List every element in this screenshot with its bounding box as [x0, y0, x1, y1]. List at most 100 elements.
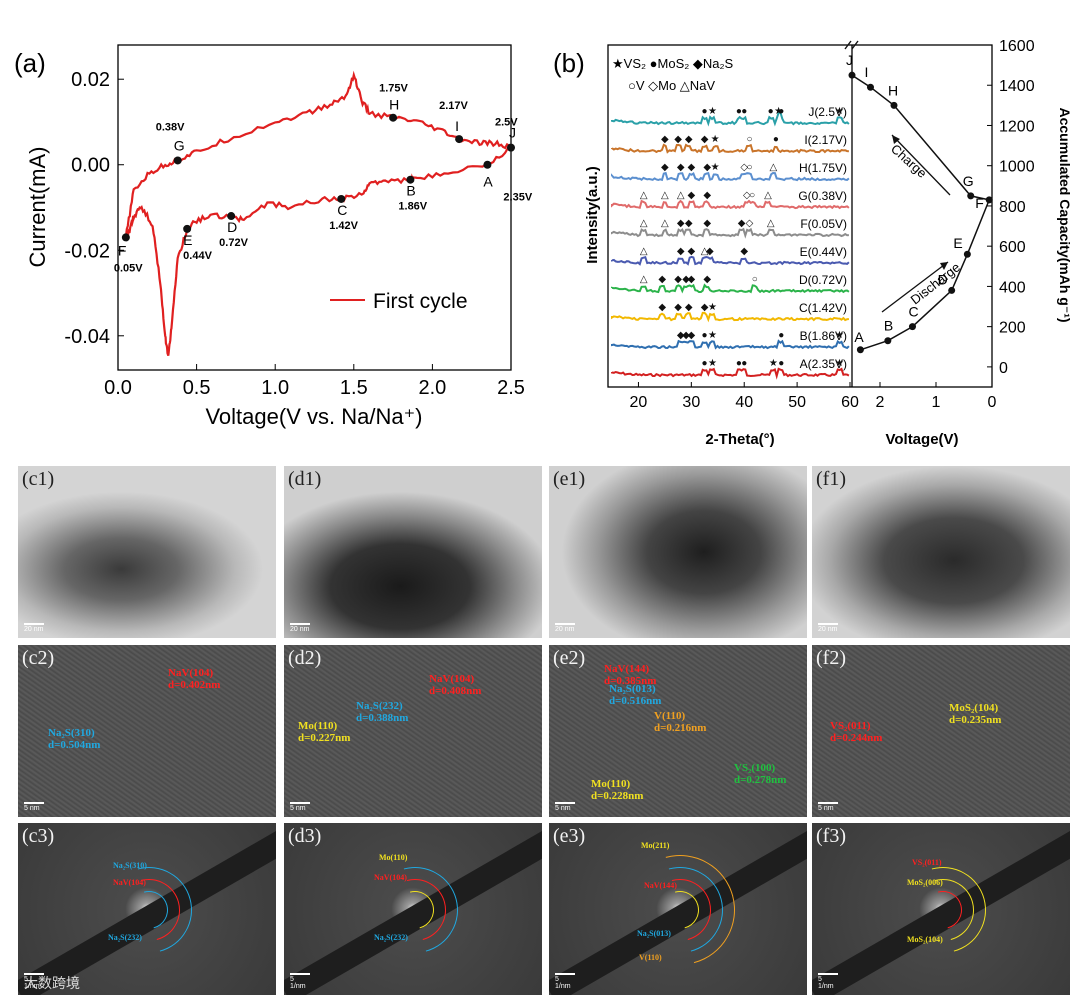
point-letter: C: [337, 202, 347, 218]
lattice-plane: Mo(110): [591, 778, 631, 790]
panel-b-charge-label: Charge: [888, 141, 930, 181]
lattice-plane: Na₂S(232): [356, 700, 403, 712]
tem-panel-label: (e2): [553, 647, 586, 669]
phase-marker: ★: [708, 302, 717, 313]
lattice-spacing: d=0.235nm: [949, 714, 1002, 726]
data-point: [227, 212, 236, 221]
x-tick-label: 60: [841, 394, 859, 411]
y-tick-label: 200: [999, 320, 1026, 337]
lattice-spacing: d=0.504nm: [48, 739, 101, 751]
pattern-label: G(0.38V): [798, 189, 847, 203]
data-point: [337, 194, 346, 203]
x-tick-label: 1: [932, 394, 941, 411]
capacity-point-label: H: [888, 82, 898, 98]
lattice-spacing: d=0.408nm: [429, 685, 482, 697]
lattice-plane: V(110): [654, 710, 686, 722]
pattern-label: B(1.86V): [800, 329, 847, 343]
phase-marker: ◆: [682, 330, 690, 341]
scale-bar: 20 nm: [24, 623, 44, 633]
lattice-plane: NaV(144): [604, 663, 650, 675]
panel-a-points: A 2.35V B 1.86V C 1.42V D 0.72V E 0.44V F 0.05V G 0.3…: [114, 83, 533, 275]
xrd-pattern: [611, 339, 850, 350]
ring-label: Na₂S(232): [374, 933, 408, 942]
point-voltage: 0.44V: [183, 250, 212, 262]
phase-marker: △: [640, 246, 648, 257]
lattice-annotation: MoS₂(104) d=0.235nm: [949, 702, 1001, 726]
ring-label: NaV(144): [644, 881, 677, 890]
point-voltage: 0.72V: [219, 237, 248, 249]
ring-label: Na₂S(232): [108, 933, 142, 942]
ring-label: Na₂S(013): [637, 929, 671, 938]
phase-marker: ◆: [703, 218, 711, 229]
capacity-point-label: A: [854, 329, 864, 345]
phase-marker: ●: [773, 134, 779, 145]
phase-marker: ★: [769, 358, 778, 369]
lattice-spacing: d=0.516nm: [609, 695, 662, 707]
tem-image-e2: NaV(144) d=0.385nm Na₂S(013) d=0.516nm V(110…: [549, 645, 807, 817]
phase-marker: ◆: [682, 274, 690, 285]
x-tick-label: 1.5: [340, 377, 368, 399]
pattern-label: I(2.17V): [804, 133, 847, 147]
lattice-annotation: VS₂(011) d=0.244nm: [830, 720, 882, 744]
phase-marker: ○: [752, 274, 758, 285]
capacity-point-label: B: [884, 318, 893, 334]
capacity-point: [908, 323, 916, 331]
point-voltage: 0.38V: [156, 121, 185, 133]
ring-label: NaV(104): [374, 873, 407, 882]
tem-panel-label: (d2): [288, 647, 322, 669]
phase-marker: ◆: [740, 246, 748, 257]
panel-b-legend-1: ★VS₂ ●MoS₂ ◆Na₂S: [612, 56, 734, 71]
point-letter: H: [389, 97, 399, 113]
point-letter: A: [483, 174, 493, 190]
panel-b-frame: [607, 44, 993, 388]
phase-marker: ●: [702, 330, 708, 341]
lattice-plane: Mo(110): [298, 720, 338, 732]
x-tick-label: 0.0: [104, 377, 132, 399]
lattice-annotation: V(110) d=0.216nm: [654, 710, 706, 734]
ring-label: MoS₂(006): [907, 878, 943, 887]
xrd-pattern: [611, 283, 850, 294]
phase-marker: ◆: [677, 162, 685, 173]
data-point: [455, 135, 464, 144]
x-tick-label: 50: [788, 394, 806, 411]
phase-marker: △: [661, 218, 669, 229]
phase-marker: ◆: [738, 218, 746, 229]
tem-panel-label: (f1): [816, 468, 846, 490]
tem-panel-label: (c1): [22, 468, 55, 490]
capacity-point-label: F: [975, 195, 984, 211]
phase-marker: △: [640, 218, 648, 229]
tem-image-d2: NaV(104) d=0.408nm Na₂S(232) d=0.388nm Mo(11…: [284, 645, 542, 817]
tem-image-d3: Mo(110) NaV(104) Na₂S(232) (d3) 5 1/nm: [284, 823, 542, 995]
scale-bar: 5 nm: [555, 802, 575, 812]
phase-marker: ★: [774, 106, 783, 117]
phase-marker: ◆: [685, 134, 693, 145]
capacity-line: [860, 199, 990, 351]
tem-image-e3: Mo(211) NaV(144) Na₂S(013) V(110) (e3) 5 1/nm: [549, 823, 807, 995]
phase-marker: ◆: [674, 274, 682, 285]
lattice-annotation: Na₂S(232) d=0.388nm: [356, 700, 408, 724]
tem-panel-label: (d3): [288, 825, 322, 847]
series-line: [124, 70, 512, 238]
xrd-pattern: [611, 171, 850, 182]
panel-b-xlabel-right: Voltage(V): [885, 431, 958, 448]
phase-marker: ●: [778, 330, 784, 341]
scale-bar: 5 nm: [818, 802, 838, 812]
y-tick-label: -0.02: [64, 240, 110, 262]
panel-b-xrd: A(2.35V)★● ● ● ★ ● ★B(1.86V)◆◆◆ ● ★ ● ★C(1.42V)◆ ◆…: [611, 105, 850, 380]
lattice-annotation: VS₂(100) d=0.278nm: [734, 762, 786, 786]
tem-image-e1: (e1) 20 nm: [549, 466, 807, 638]
capacity-point-label: D: [938, 271, 948, 287]
scale-bar: 5 1/nm: [555, 973, 575, 990]
phase-marker: ◆: [674, 134, 682, 145]
x-tick-label: 30: [682, 394, 700, 411]
panel-b-capacity: A BC D E FG H IJ: [844, 40, 993, 354]
data-point: [507, 143, 515, 152]
watermark: 大数跨境: [24, 975, 80, 991]
point-letter: D: [227, 219, 237, 235]
phase-marker: ◆: [674, 302, 682, 313]
y-tick-label: 1400: [999, 78, 1035, 95]
xrd-pattern: [611, 111, 850, 127]
x-tick-label: 2.5: [497, 377, 525, 399]
panel-b-ylabel-left: Intensity(a.u.): [584, 166, 601, 264]
panel-b-label: (b): [553, 48, 585, 78]
